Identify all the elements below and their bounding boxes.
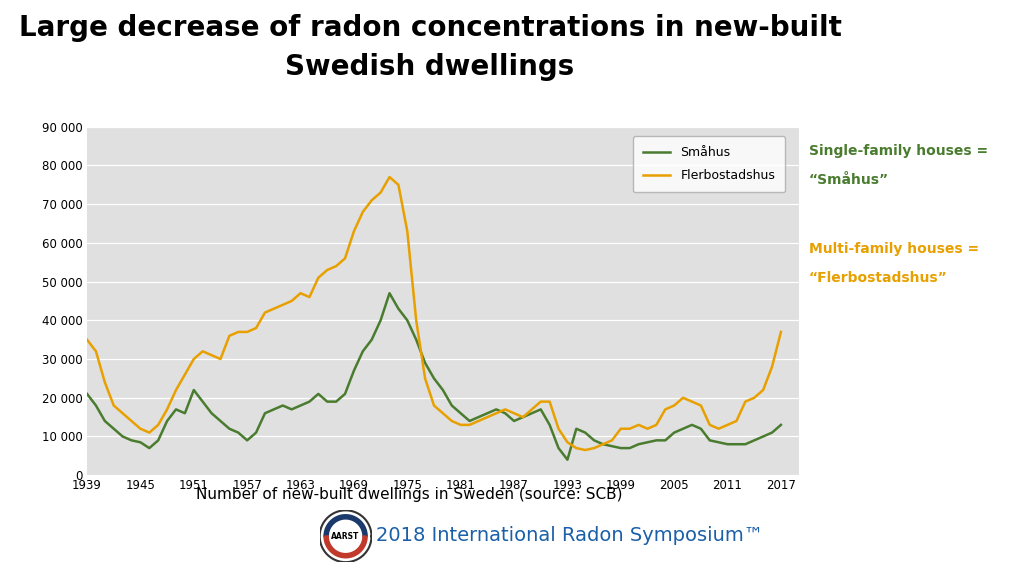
Text: Single-family houses =: Single-family houses =: [809, 144, 988, 158]
Line: Flerbostadshus: Flerbostadshus: [87, 177, 781, 450]
Flerbostadshus: [267, 305, 280, 312]
Text: “Flerbostadshus”: “Flerbostadshus”: [809, 271, 947, 285]
Text: 2018 International Radon Symposium™: 2018 International Radon Symposium™: [376, 526, 763, 545]
Line: Småhus: Småhus: [87, 293, 781, 460]
Småhus: [250, 429, 262, 436]
Flerbostadshus: [606, 437, 618, 444]
Text: Number of new-built dwellings in Sweden (source: SCB): Number of new-built dwellings in Sweden …: [197, 487, 623, 502]
Småhus: [81, 391, 93, 397]
Flerbostadshus: [81, 336, 93, 343]
Småhus: [606, 443, 618, 450]
Flerbostadshus: [366, 197, 378, 204]
Text: Large decrease of radon concentrations in new-built: Large decrease of radon concentrations i…: [18, 14, 842, 43]
Flerbostadshus: [775, 328, 787, 335]
Flerbostadshus: [250, 325, 262, 332]
Småhus: [561, 456, 573, 463]
Småhus: [356, 348, 369, 355]
Text: “Småhus”: “Småhus”: [809, 173, 889, 187]
Flerbostadshus: [490, 410, 503, 416]
Småhus: [490, 406, 503, 413]
Text: Multi-family houses =: Multi-family houses =: [809, 242, 979, 256]
Småhus: [267, 406, 280, 413]
Flerbostadshus: [383, 173, 395, 180]
Småhus: [366, 336, 378, 343]
Text: AARST: AARST: [332, 532, 359, 541]
Text: Swedish dwellings: Swedish dwellings: [286, 53, 574, 81]
Legend: Småhus, Flerbostadshus: Småhus, Flerbostadshus: [633, 137, 785, 192]
Flerbostadshus: [356, 209, 369, 215]
Småhus: [775, 422, 787, 429]
Småhus: [383, 290, 395, 297]
Flerbostadshus: [579, 446, 591, 453]
